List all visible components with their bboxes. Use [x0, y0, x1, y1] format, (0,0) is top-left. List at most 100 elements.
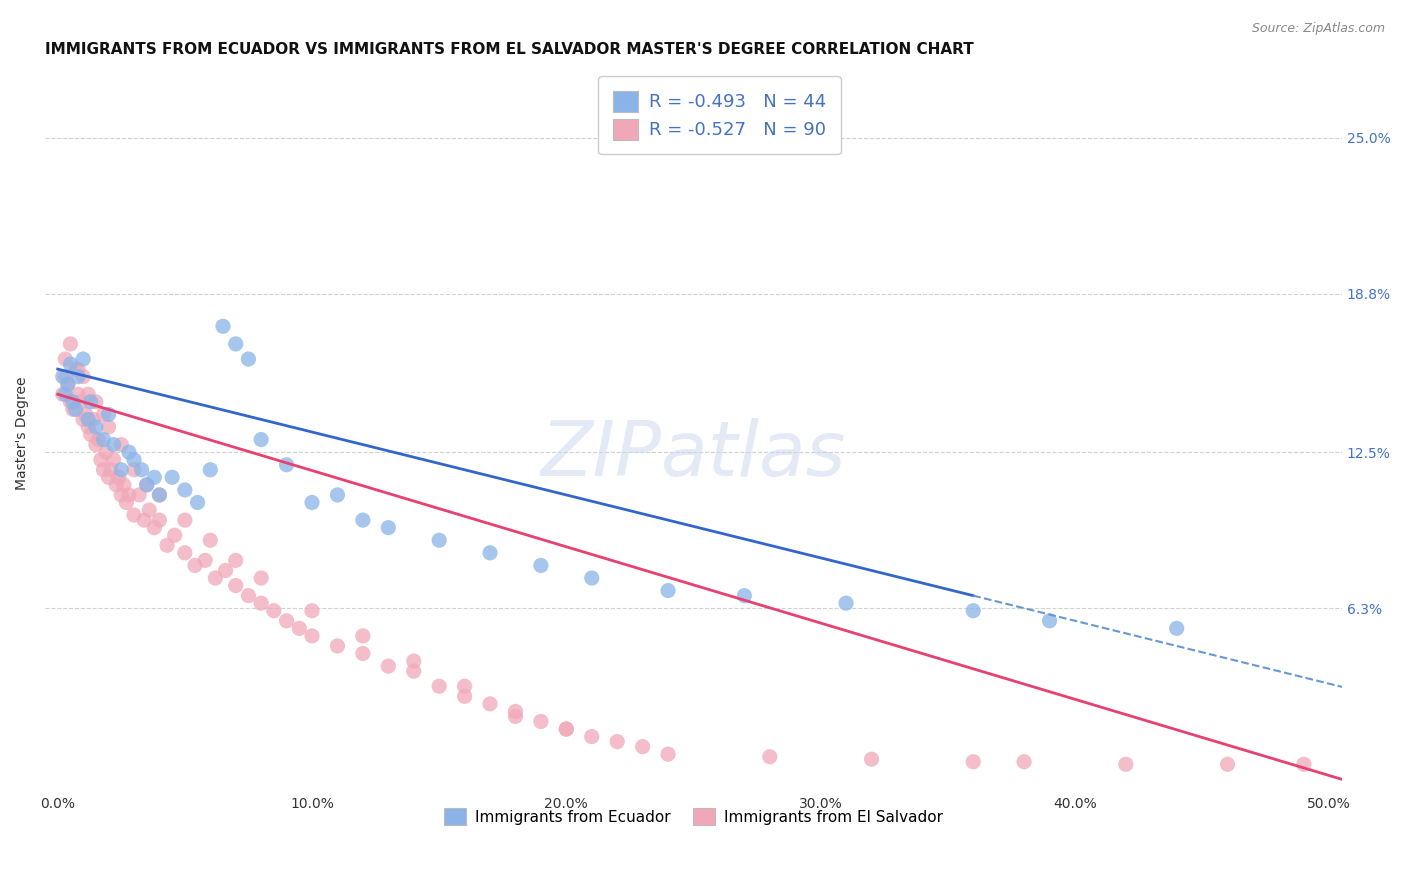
Text: IMMIGRANTS FROM ECUADOR VS IMMIGRANTS FROM EL SALVADOR MASTER'S DEGREE CORRELATI: IMMIGRANTS FROM ECUADOR VS IMMIGRANTS FR…	[45, 42, 974, 57]
Point	[479, 697, 502, 711]
Point	[62, 394, 84, 409]
Point	[100, 463, 122, 477]
Point	[288, 621, 311, 635]
Point	[238, 351, 260, 366]
Point	[173, 483, 195, 497]
Point	[301, 629, 323, 643]
Point	[427, 679, 450, 693]
Point	[122, 508, 145, 522]
Point	[225, 337, 247, 351]
Point	[352, 629, 374, 643]
Point	[402, 664, 425, 678]
Point	[606, 734, 628, 748]
Point	[80, 394, 103, 409]
Point	[53, 369, 76, 384]
Point	[52, 369, 75, 384]
Point	[173, 513, 195, 527]
Point	[65, 362, 87, 376]
Point	[110, 463, 132, 477]
Point	[204, 571, 226, 585]
Point	[962, 755, 984, 769]
Point	[80, 427, 103, 442]
Point	[301, 495, 323, 509]
Point	[93, 433, 115, 447]
Point	[156, 538, 179, 552]
Point	[59, 357, 82, 371]
Point	[87, 433, 110, 447]
Point	[59, 394, 82, 409]
Point	[67, 369, 90, 384]
Point	[250, 433, 273, 447]
Point	[301, 604, 323, 618]
Point	[505, 705, 527, 719]
Point	[62, 402, 84, 417]
Point	[187, 495, 209, 509]
Point	[84, 394, 107, 409]
Point	[97, 420, 120, 434]
Point	[160, 470, 183, 484]
Point	[759, 749, 782, 764]
Legend: Immigrants from Ecuador, Immigrants from El Salvador: Immigrants from Ecuador, Immigrants from…	[434, 798, 952, 835]
Point	[84, 437, 107, 451]
Point	[1038, 614, 1060, 628]
Point	[1012, 755, 1035, 769]
Point	[122, 452, 145, 467]
Point	[122, 463, 145, 477]
Point	[148, 488, 170, 502]
Point	[138, 503, 160, 517]
Point	[194, 553, 217, 567]
Point	[631, 739, 654, 754]
Point	[67, 362, 90, 376]
Point	[118, 445, 141, 459]
Point	[59, 337, 82, 351]
Point	[53, 351, 76, 366]
Point	[377, 521, 399, 535]
Point	[148, 488, 170, 502]
Point	[427, 533, 450, 548]
Point	[97, 408, 120, 422]
Point	[860, 752, 883, 766]
Point	[65, 402, 87, 417]
Point	[402, 654, 425, 668]
Point	[52, 387, 75, 401]
Point	[93, 408, 115, 422]
Point	[453, 690, 475, 704]
Point	[56, 377, 79, 392]
Point	[200, 533, 222, 548]
Point	[276, 614, 298, 628]
Point	[1292, 757, 1315, 772]
Text: ZIPatlas: ZIPatlas	[541, 417, 846, 491]
Point	[1166, 621, 1188, 635]
Point	[1216, 757, 1239, 772]
Point	[453, 679, 475, 693]
Point	[505, 709, 527, 723]
Point	[148, 513, 170, 527]
Point	[530, 558, 553, 573]
Point	[733, 589, 755, 603]
Point	[103, 452, 125, 467]
Point	[173, 546, 195, 560]
Point	[72, 412, 94, 426]
Point	[56, 377, 79, 392]
Point	[555, 722, 578, 736]
Point	[90, 452, 112, 467]
Point	[581, 571, 603, 585]
Point	[134, 513, 156, 527]
Point	[131, 463, 153, 477]
Point	[377, 659, 399, 673]
Point	[77, 420, 100, 434]
Point	[1115, 757, 1137, 772]
Point	[128, 488, 150, 502]
Point	[77, 387, 100, 401]
Point	[200, 463, 222, 477]
Point	[555, 722, 578, 736]
Point	[163, 528, 186, 542]
Point	[250, 571, 273, 585]
Text: Source: ZipAtlas.com: Source: ZipAtlas.com	[1251, 22, 1385, 36]
Point	[214, 564, 236, 578]
Point	[72, 351, 94, 366]
Point	[326, 488, 349, 502]
Point	[212, 319, 235, 334]
Point	[581, 730, 603, 744]
Point	[352, 513, 374, 527]
